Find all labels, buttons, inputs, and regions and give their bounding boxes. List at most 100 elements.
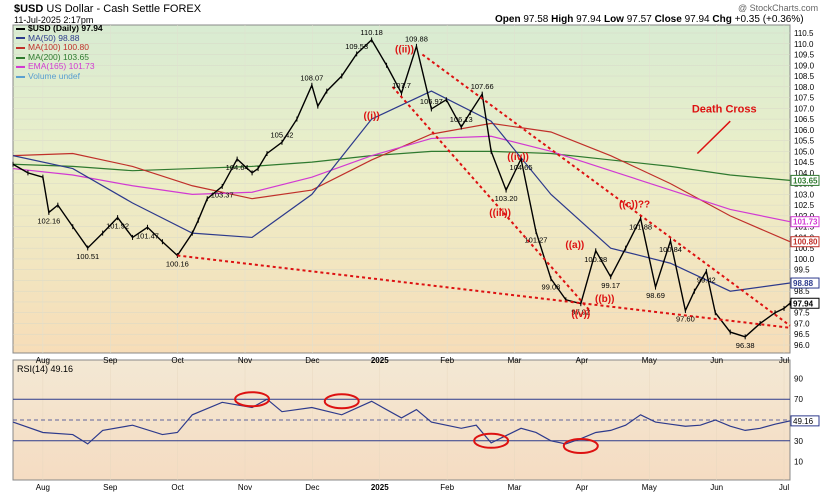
legend-swatch (16, 37, 25, 40)
x-month-label-rsi: Sep (103, 483, 118, 492)
price-label: 106.13 (450, 115, 473, 124)
legend-label: EMA(165) 101.73 (28, 61, 95, 72)
y-tick-label: 110.5 (794, 29, 814, 38)
price-label: 100.84 (659, 245, 682, 254)
y-tick-label: 96.0 (794, 341, 810, 350)
x-month-label-rsi: Aug (36, 483, 50, 492)
wave-label: ((iv)) (507, 152, 529, 163)
rsi-label: RSI(14) 49.16 (17, 364, 73, 374)
y-tick-label: 100.5 (794, 244, 815, 253)
x-month-label-rsi: May (642, 483, 657, 492)
trendline-lower (177, 254, 791, 329)
x-month-label: Apr (576, 356, 589, 365)
legend-swatch (16, 56, 25, 59)
trendline-impulse (391, 86, 591, 312)
ema165-line (12, 135, 791, 223)
legend-swatch (16, 27, 25, 30)
wave-label: ((v)) (571, 309, 590, 320)
last-value-label: 98.88 (793, 279, 814, 288)
price-label: 109.88 (405, 34, 428, 43)
legend-swatch (16, 66, 25, 69)
price-label: 99.42 (697, 275, 716, 284)
death-cross-arrow (696, 120, 731, 155)
y-tick-label: 106.5 (794, 115, 815, 124)
price-label: 105.42 (270, 130, 293, 139)
x-month-label: May (642, 356, 657, 365)
close-value: 97.94 (684, 14, 710, 25)
instrument-name: US Dollar - Cash Settle (46, 3, 161, 15)
y-tick-label: 102.5 (794, 201, 815, 210)
legend-label: MA(50) 98.88 (28, 32, 80, 43)
legend-item: MA(200) 103.65 (16, 52, 103, 63)
x-month-label: Oct (171, 356, 184, 365)
y-tick-label: 103.0 (794, 190, 815, 199)
last-value-label: 100.80 (793, 238, 818, 247)
last-value-tag (790, 297, 820, 309)
price-label: 101.47 (136, 231, 159, 240)
y-tick-label: 105.0 (794, 147, 815, 156)
price-label: 104.65 (510, 163, 533, 172)
x-month-label-rsi: Jun (710, 483, 723, 492)
x-month-label: Jul (779, 356, 789, 365)
x-month-label: Jun (710, 356, 723, 365)
last-value-label: 101.73 (793, 218, 818, 227)
y-tick-label: 100.0 (794, 255, 815, 264)
x-month-label: Feb (440, 356, 454, 365)
legend-label: Volume undef (28, 70, 80, 81)
price-label: 104.64 (226, 163, 249, 172)
last-value-label: 103.65 (793, 176, 818, 185)
y-tick-label: 107.5 (794, 94, 815, 103)
y-tick-label: 107.0 (794, 104, 815, 113)
price-label: 101.92 (106, 222, 129, 231)
legend: $USD (Daily) 97.94 MA(50) 98.88 MA(100) 10… (16, 23, 103, 82)
legend-item: MA(100) 100.80 (16, 42, 103, 53)
price-label: 99.08 (542, 283, 561, 292)
y-tick-label: 97.5 (794, 309, 810, 318)
legend-swatch (16, 46, 25, 49)
x-month-label-rsi: Apr (576, 483, 589, 492)
price-label: 98.69 (646, 291, 665, 300)
price-label: 103.37 (211, 190, 234, 199)
wave-label: ((iii)) (489, 208, 511, 219)
y-tick-label: 110.0 (794, 40, 814, 49)
high-value: 97.94 (576, 14, 602, 25)
price-line (12, 38, 791, 338)
price-label: 103.20 (495, 194, 518, 203)
price-label: 101.27 (525, 236, 548, 245)
x-month-label: Mar (508, 356, 522, 365)
x-month-label-rsi: Jul (779, 483, 789, 492)
rsi-tick-label: 10 (794, 458, 803, 467)
last-value-tag (790, 216, 820, 228)
y-tick-label: 109.0 (794, 61, 815, 70)
wave-label: ((b)) (595, 294, 614, 305)
y-tick-label: 96.5 (794, 330, 810, 339)
x-month-label-rsi: Mar (508, 483, 522, 492)
chart-date: 11-Jul-2025 2:17pm (14, 15, 94, 25)
last-value-label: 97.94 (793, 299, 814, 308)
price-label: 109.53 (345, 42, 368, 51)
price-label: 107.66 (471, 82, 494, 91)
watermark: @ StockCharts.com (738, 3, 819, 13)
ohlc-readout: Open 97.58 High 97.94 Low 97.57 Close 97… (495, 14, 804, 25)
y-tick-label: 98.5 (794, 287, 810, 296)
y-tick-label: 106.0 (794, 126, 815, 135)
wave-label: ((i)) (364, 111, 380, 122)
x-month-label: Nov (238, 356, 252, 365)
y-tick-label: 108.5 (794, 72, 815, 81)
rsi-last-tag (790, 415, 820, 427)
y-tick-label: 99.5 (794, 266, 810, 275)
legend-label: $USD (Daily) 97.94 (28, 23, 103, 33)
price-label: 102.16 (37, 216, 60, 225)
market: FOREX (163, 3, 202, 15)
x-month-label: Sep (103, 356, 118, 365)
death-cross-annotation: Death Cross (692, 104, 757, 116)
rsi-extreme-marker (473, 432, 510, 449)
rsi-last-value: 49.16 (793, 417, 814, 426)
ma200-line (12, 150, 791, 181)
symbol: $USD (14, 3, 44, 15)
open-value: 97.58 (523, 14, 549, 25)
x-month-label-rsi: Oct (171, 483, 184, 492)
wave-label: ((a)) (565, 240, 584, 251)
legend-item: MA(50) 98.88 (16, 32, 103, 44)
